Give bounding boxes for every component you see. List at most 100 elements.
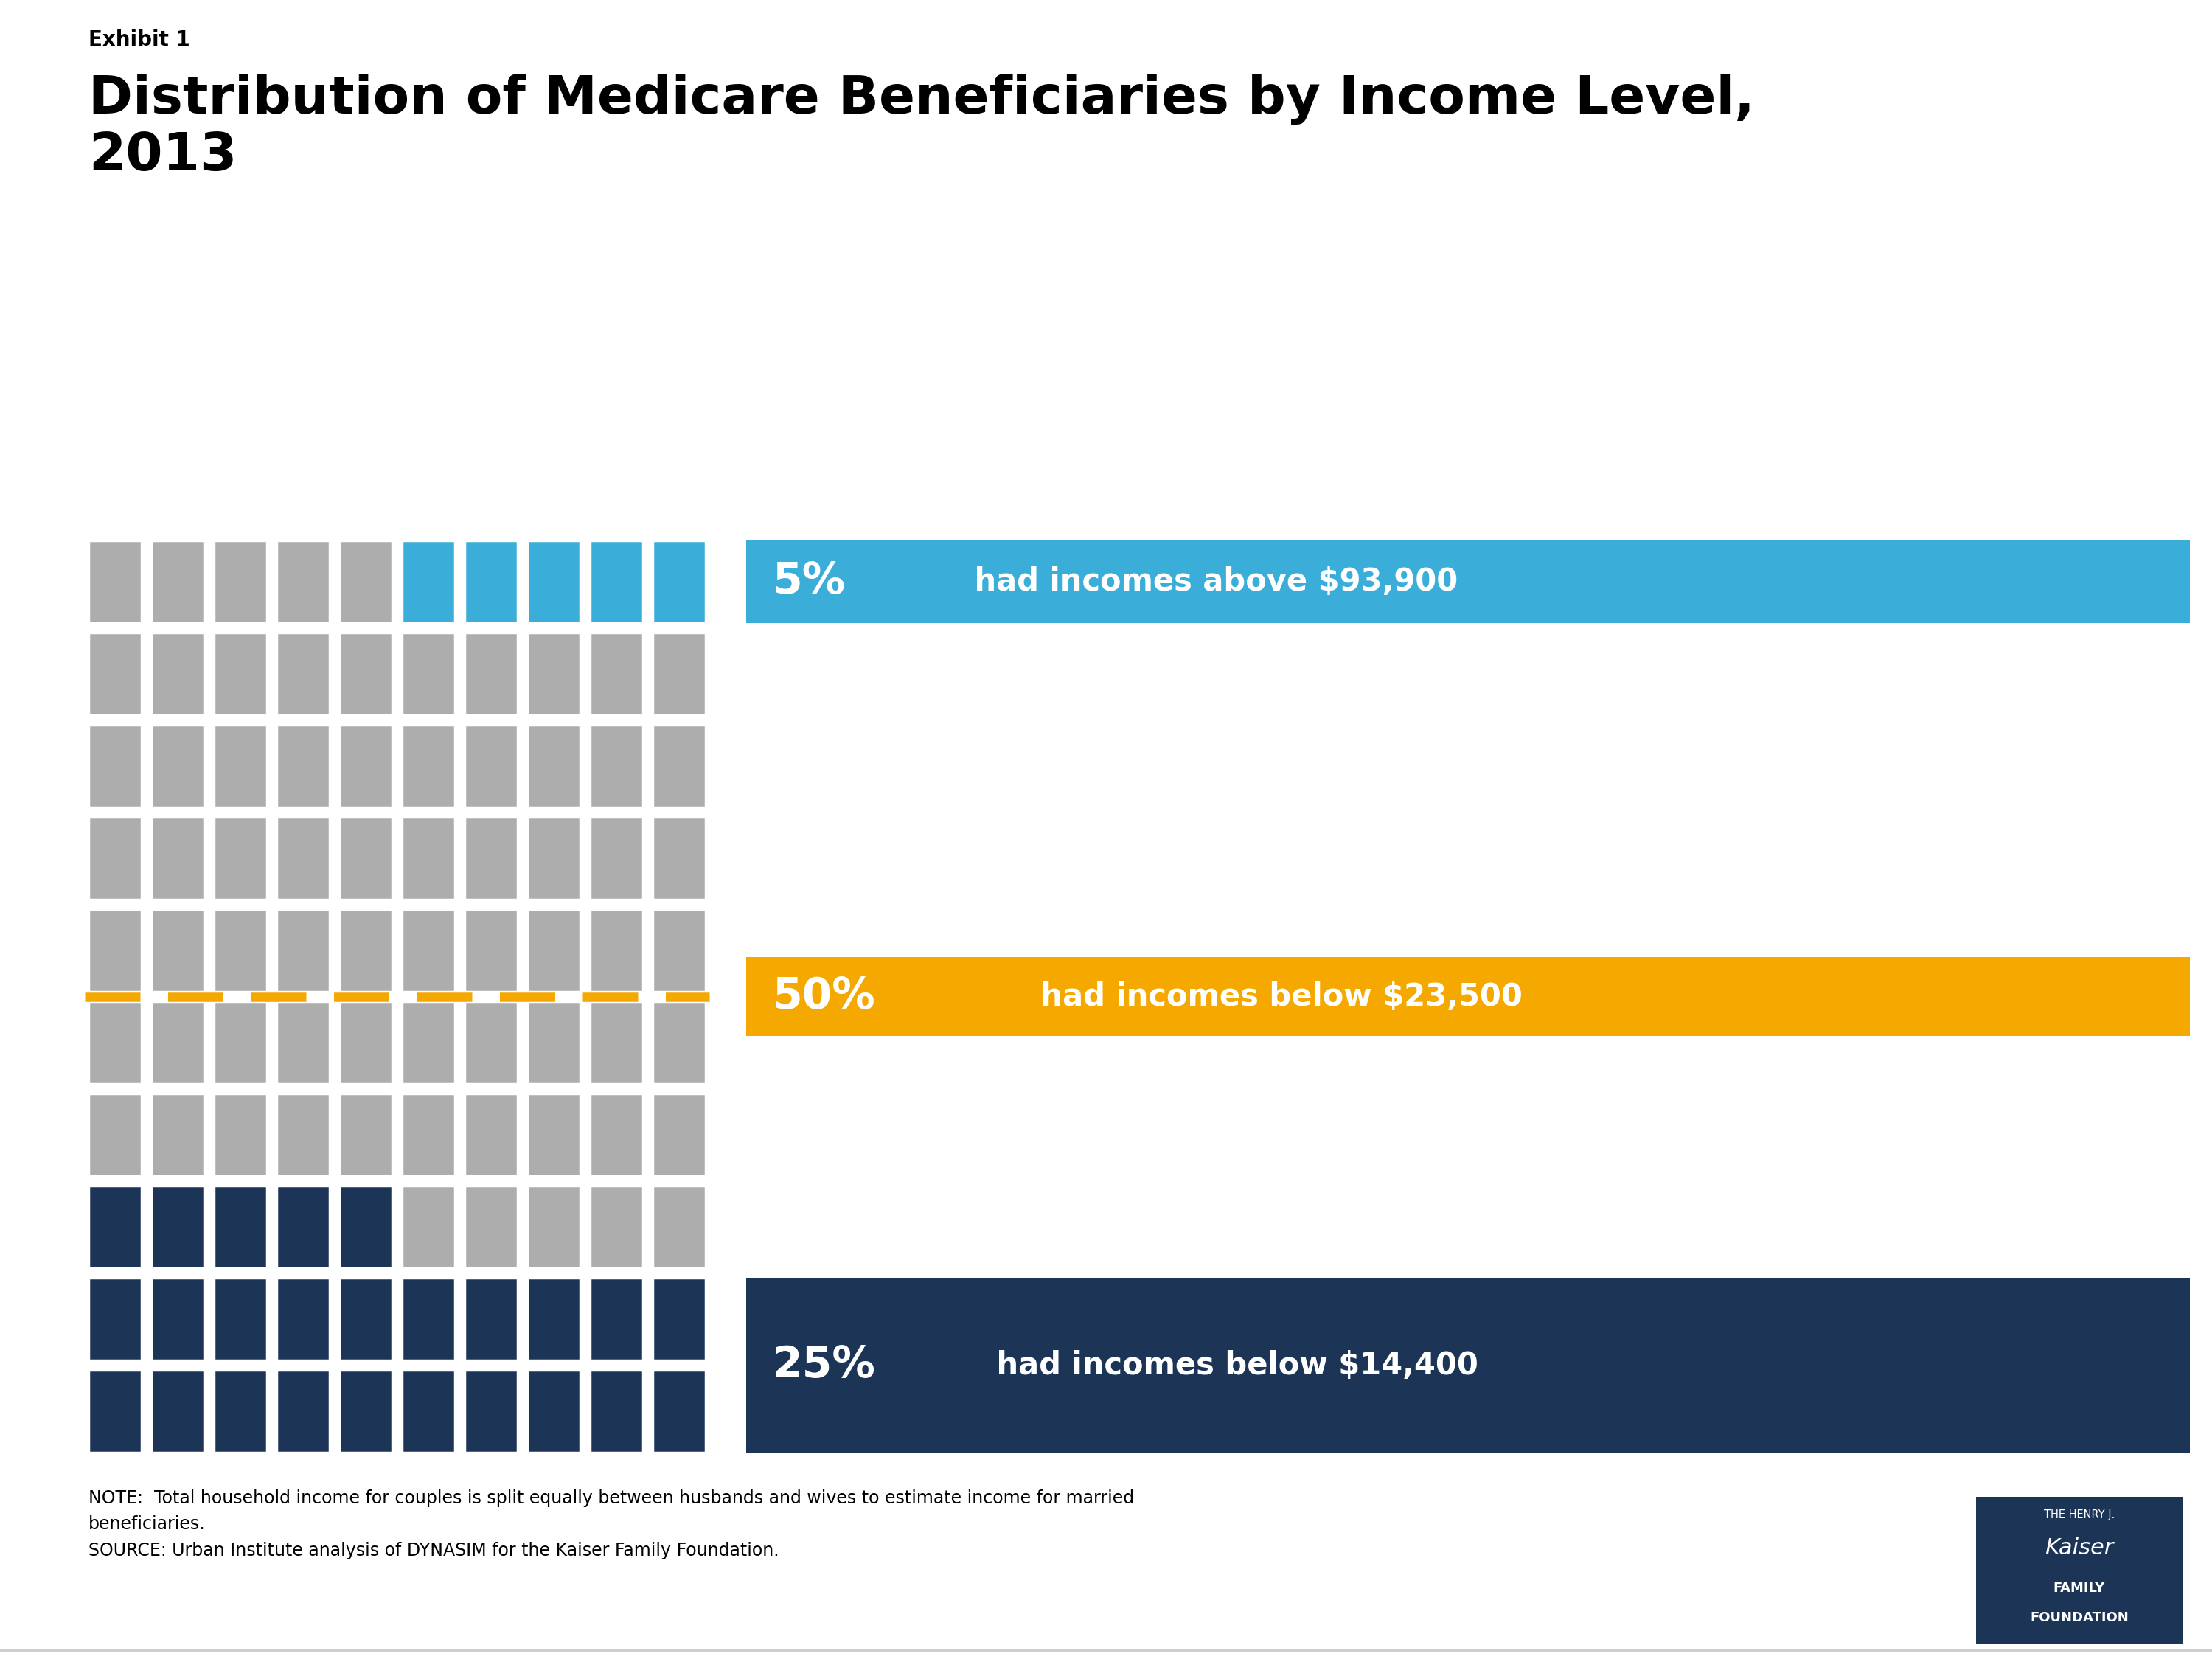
Bar [526,1186,580,1267]
Bar [465,541,518,624]
Bar [215,1093,268,1176]
Bar [526,725,580,808]
Bar [465,725,518,808]
Bar [591,1370,644,1453]
Bar [88,1186,142,1267]
Bar [653,725,706,808]
Text: FAMILY: FAMILY [2053,1581,2106,1594]
Bar [88,1370,142,1453]
Text: 25%: 25% [772,1344,876,1387]
Bar [526,1277,580,1360]
Bar [88,909,142,992]
Text: had incomes below $23,500: had incomes below $23,500 [1031,980,1522,1012]
Bar [653,1093,706,1176]
Bar [215,1002,268,1083]
Text: NOTE:  Total household income for couples is split equally between husbands and : NOTE: Total household income for couples… [88,1490,1135,1559]
Bar [338,1277,392,1360]
Bar [88,816,142,899]
Bar [591,1277,644,1360]
Bar [591,725,644,808]
Bar [653,1277,706,1360]
Bar [465,1093,518,1176]
Bar [745,541,2190,624]
Bar [653,816,706,899]
Text: had incomes below $14,400: had incomes below $14,400 [987,1350,1478,1380]
Bar [526,1370,580,1453]
Text: THE HENRY J.: THE HENRY J. [2044,1510,2115,1520]
Bar [653,632,706,715]
Text: Distribution of Medicare Beneficiaries by Income Level,
2013: Distribution of Medicare Beneficiaries b… [88,73,1754,181]
Bar [150,632,204,715]
Bar [215,909,268,992]
Bar [403,1186,456,1267]
Text: Kaiser: Kaiser [2044,1538,2115,1559]
Bar [215,1370,268,1453]
Bar [1975,1496,2183,1644]
Bar [403,1277,456,1360]
Bar [526,1093,580,1176]
Bar [653,1370,706,1453]
Bar [403,909,456,992]
Bar [276,1002,330,1083]
Text: had incomes above $93,900: had incomes above $93,900 [964,566,1458,597]
Bar [591,632,644,715]
Bar [338,1093,392,1176]
Bar [215,816,268,899]
Bar [150,816,204,899]
Bar [150,1370,204,1453]
Bar [403,1093,456,1176]
Bar [745,957,2190,1035]
Bar [150,1186,204,1267]
Bar [403,725,456,808]
Bar [526,909,580,992]
Bar [338,632,392,715]
Bar [591,1093,644,1176]
Bar [465,1277,518,1360]
Bar [88,1002,142,1083]
Bar [88,1277,142,1360]
Bar [276,1093,330,1176]
Bar [745,1277,2190,1453]
Bar [591,909,644,992]
Bar [591,1002,644,1083]
Bar [88,632,142,715]
Bar [150,1277,204,1360]
Bar [403,1370,456,1453]
Bar [276,725,330,808]
Bar [526,541,580,624]
Bar [338,909,392,992]
Bar [338,1370,392,1453]
Bar [88,725,142,808]
Bar [653,1002,706,1083]
Bar [276,816,330,899]
Bar [526,1002,580,1083]
Bar [526,632,580,715]
Bar [403,541,456,624]
Bar [653,909,706,992]
Bar [338,1002,392,1083]
Bar [88,1093,142,1176]
Bar [591,1186,644,1267]
Bar [465,632,518,715]
Bar [276,1277,330,1360]
Bar [215,632,268,715]
Bar [465,1002,518,1083]
Bar [403,632,456,715]
Bar [465,1186,518,1267]
Bar [591,541,644,624]
Text: Exhibit 1: Exhibit 1 [88,30,190,50]
Bar [150,1002,204,1083]
Bar [150,1093,204,1176]
Bar [338,1186,392,1267]
Bar [465,1370,518,1453]
Text: 50%: 50% [772,975,876,1017]
Bar [215,1277,268,1360]
Bar [88,541,142,624]
Bar [338,725,392,808]
Bar [276,1186,330,1267]
Bar [276,632,330,715]
Bar [276,541,330,624]
Text: 5%: 5% [772,561,845,602]
Bar [653,541,706,624]
Bar [215,541,268,624]
